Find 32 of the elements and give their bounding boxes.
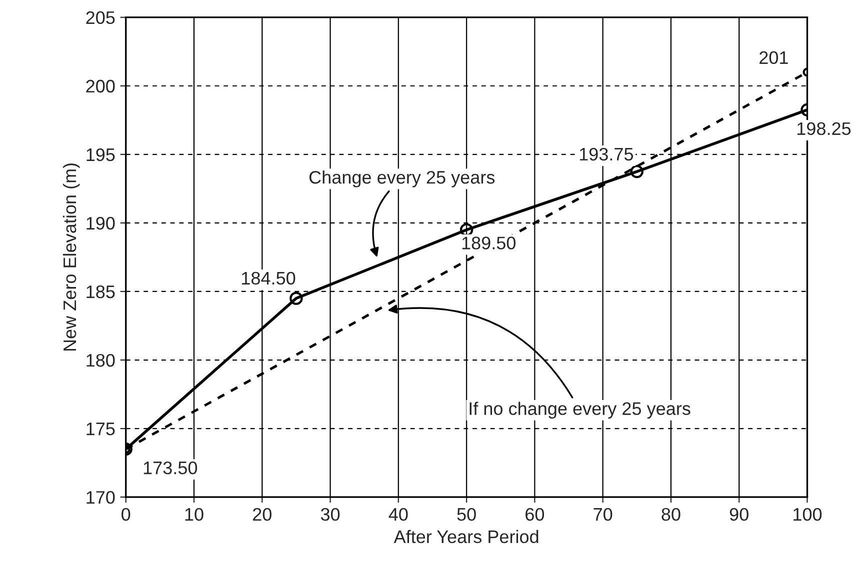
y-tick-label: 170 [86,491,115,504]
x-axis-title: After Years Period [394,530,538,544]
x-tick-label: 90 [730,508,748,521]
y-axis-title: New Zero Elevation (m) [62,164,80,351]
x-tick-label: 0 [122,508,130,521]
point [290,292,303,305]
data-label: 184.50 [242,272,296,285]
y-tick-label: 205 [86,11,115,24]
data-label: 201 [760,51,788,64]
x-tick-label: 100 [794,508,822,521]
data-label: 189.50 [462,236,516,250]
x-tick-label: 30 [320,508,340,521]
data-label: 193.75 [580,148,634,161]
x-tick-label: 50 [457,508,476,521]
y-tick-label: 180 [86,354,115,367]
y-tick-label: 200 [86,80,115,93]
data-label: 198.25 [798,122,851,136]
x-tick-label: 70 [594,508,612,521]
y-tick-label: 175 [86,422,115,436]
x-tick-label: 10 [185,508,204,521]
annotation: If no change every 25 years [470,402,690,419]
x-tick-label: 60 [526,508,544,521]
point [460,223,474,236]
x-tick-label: 80 [662,508,680,521]
data-label: 173.50 [144,462,198,474]
point [630,164,644,178]
y-tick-label: 185 [86,285,115,298]
y-tick-label: 195 [86,148,115,162]
x-tick-label: 40 [388,508,408,521]
annotation: Change every 25 years [309,170,495,188]
x-tick-label: 20 [253,508,272,521]
y-tick-label: 190 [86,216,115,230]
